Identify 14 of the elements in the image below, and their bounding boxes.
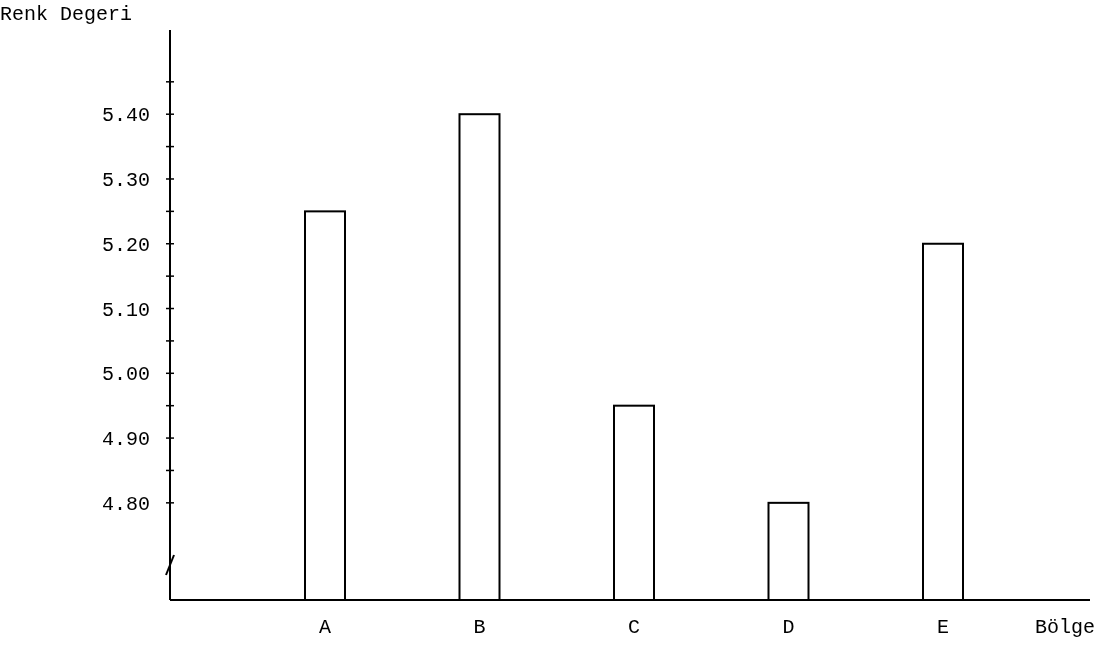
- y-tick-label: 5.30: [101, 168, 150, 192]
- x-tick-label: C: [627, 616, 641, 639]
- y-tick-label: 5.00: [101, 363, 150, 387]
- x-tick-label: E: [936, 616, 950, 639]
- y-tick-label: 5.20: [101, 233, 150, 257]
- x-tick-label: D: [782, 616, 795, 639]
- x-tick-label: B: [473, 616, 486, 639]
- y-tick-label: 4.80: [101, 492, 150, 516]
- y-tick-label: 5.10: [101, 298, 150, 322]
- x-axis-title: Bölge: [1034, 616, 1095, 639]
- y-tick-label: 4.90: [101, 428, 150, 452]
- y-tick-label: 5.40: [101, 104, 150, 128]
- x-tick-label: A: [318, 616, 332, 639]
- y-axis-title: Renk Degeri: [0, 3, 133, 26]
